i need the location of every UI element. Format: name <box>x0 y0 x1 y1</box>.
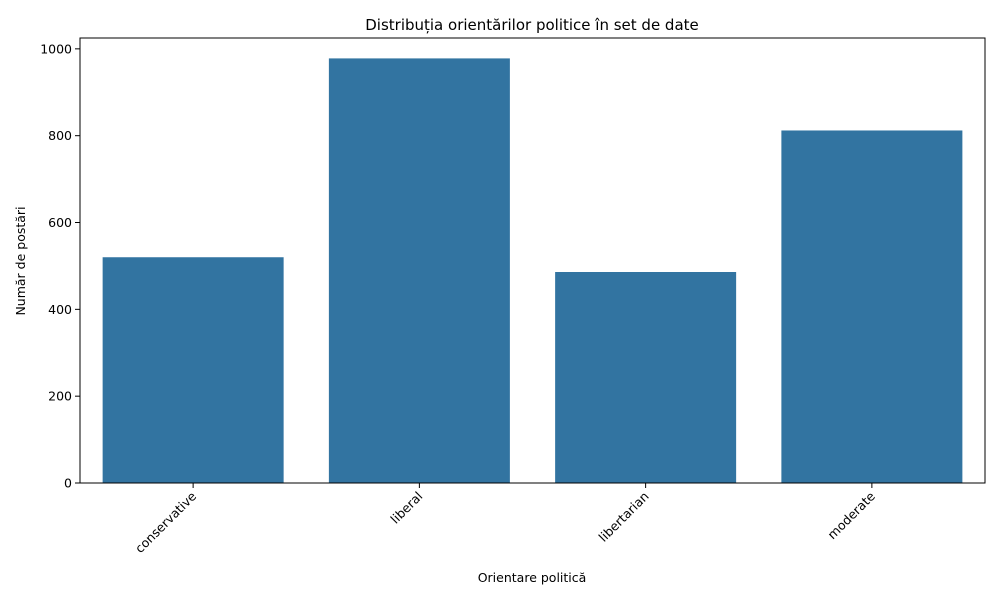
x-axis-title: Orientare politică <box>478 570 587 585</box>
x-tick-label-moderate: moderate <box>824 488 878 542</box>
y-tick-label: 0 <box>64 476 72 491</box>
y-tick-label: 600 <box>48 215 72 230</box>
plot-area: 0 200 400 600 800 1000 conservative liberal libe… <box>40 37 986 556</box>
x-tick-label-libertarian: libertarian <box>596 489 652 545</box>
x-tick-label-liberal: liberal <box>387 489 425 527</box>
x-tick-label-conservative: conservative <box>132 488 200 556</box>
y-axis-title: Număr de postări <box>13 206 28 315</box>
y-tick-label: 800 <box>48 128 72 143</box>
y-tick-label: 1000 <box>40 41 72 56</box>
bar-liberal <box>328 58 510 484</box>
bar-conservative <box>102 257 284 483</box>
y-tick-label: 400 <box>48 302 72 317</box>
bar-libertarian <box>555 272 737 483</box>
y-tick-label: 200 <box>48 389 72 404</box>
chart-title: Distribuția orientărilor politice în set… <box>365 16 699 34</box>
plot-frame <box>79 37 986 484</box>
bar-moderate <box>781 130 963 483</box>
